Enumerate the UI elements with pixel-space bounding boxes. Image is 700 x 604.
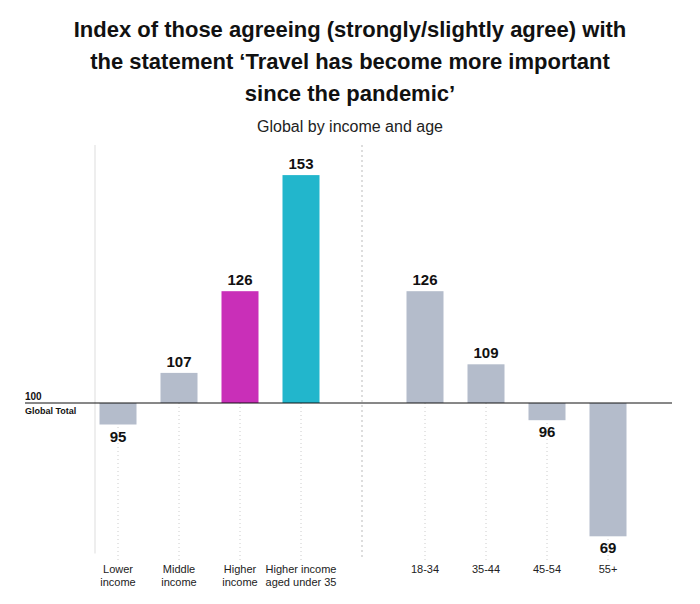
title: Index of those agreeing (strongly/slight… [70, 14, 630, 110]
guide-line [301, 403, 302, 560]
guide-line [179, 403, 180, 560]
guide-line [425, 403, 426, 560]
category-label: Lower income [89, 563, 147, 589]
annotation: Global Total [25, 406, 76, 416]
bar [283, 175, 320, 403]
chart: 100 Global Total 95 107 126 153 126 109 96 69 [0, 0, 700, 604]
bar [161, 373, 198, 403]
bar [100, 403, 137, 425]
guide-line [486, 403, 487, 560]
category-label: Middle income [150, 563, 208, 589]
data-label: 69 [600, 539, 617, 556]
bars [100, 175, 627, 536]
bar [590, 403, 627, 536]
category-label: 55+ [579, 563, 637, 576]
bar [222, 291, 259, 403]
category-label: 35-44 [457, 563, 515, 576]
group-separator [362, 145, 363, 560]
title-box: Index of those agreeing (strongly/slight… [0, 14, 700, 110]
data-label: 153 [288, 155, 313, 172]
y-axis-line [95, 145, 96, 554]
baseline [25, 403, 672, 404]
category-label: Higher income [211, 563, 269, 589]
data-label: 126 [412, 271, 437, 288]
data-label: 126 [227, 271, 252, 288]
data-label: 96 [539, 423, 556, 440]
subtitle: Global by income and age [0, 118, 700, 136]
category-label: 45-54 [518, 563, 576, 576]
tick-label: 100 [25, 391, 42, 402]
guide-line [240, 403, 241, 560]
bar [529, 403, 566, 420]
data-label: 107 [166, 353, 191, 370]
category-label: Higher income aged under 35 [259, 563, 343, 589]
data-label: 109 [473, 344, 498, 361]
data-label: 95 [110, 428, 127, 445]
category-label: 18-34 [396, 563, 454, 576]
bar [407, 291, 444, 403]
bar [468, 364, 505, 403]
